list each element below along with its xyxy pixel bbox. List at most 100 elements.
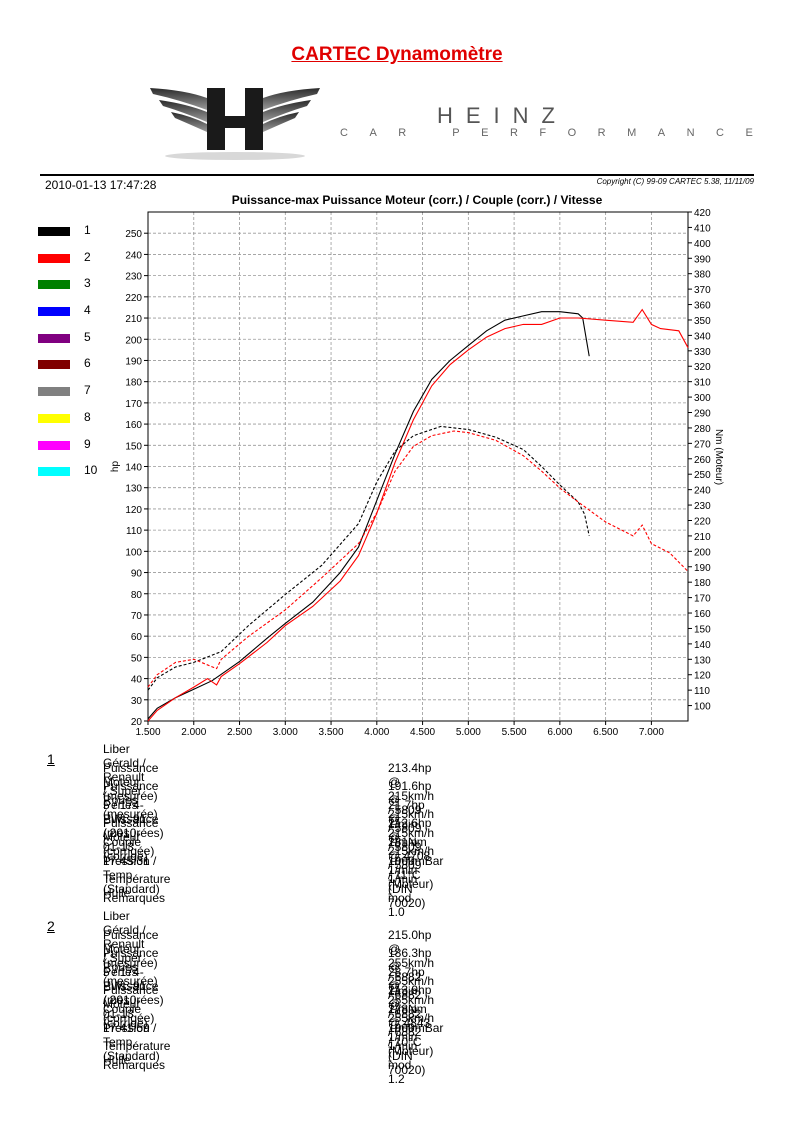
y2-tick-label: 160 <box>694 609 711 620</box>
y2-tick-label: 360 <box>694 301 711 312</box>
y-tick-label: 140 <box>125 463 142 474</box>
result-label: Puissance Roues (mesurée) <box>103 946 159 989</box>
legend-swatch <box>38 280 70 290</box>
x-tick-label: 6,500 <box>593 727 618 735</box>
legend-item: 5 <box>38 330 97 357</box>
copyright: Copyright (C) 99-09 CARTEC 5.38, 11/11/0… <box>596 177 754 186</box>
legend-item: 7 <box>38 383 97 410</box>
legend-label: 5 <box>84 329 91 344</box>
y2-tick-label: 230 <box>694 501 711 512</box>
y2-tick-label: 420 <box>694 208 711 219</box>
legend-item: 8 <box>38 410 97 437</box>
y-tick-label: 240 <box>125 250 142 261</box>
result-label: Remarques <box>103 890 166 905</box>
y2-tick-label: 180 <box>694 578 711 589</box>
y2-tick-label: 120 <box>694 671 711 682</box>
y2-tick-label: 250 <box>694 470 711 481</box>
legend-swatch <box>38 440 70 450</box>
y2-tick-label: 380 <box>694 270 711 281</box>
report-date: 2010-01-13 17:47:28 <box>45 178 157 192</box>
y-tick-label: 60 <box>131 632 143 643</box>
legend-item: 1 <box>38 223 97 250</box>
y2-tick-label: 400 <box>694 239 711 250</box>
legend-swatch <box>38 227 70 236</box>
y2-tick-label: 300 <box>694 393 711 404</box>
y-tick-label: 40 <box>131 675 143 686</box>
legend-label: 10 <box>84 463 98 478</box>
result-value: 281Nm @ 4708 1/min (Moteur) <box>388 835 434 891</box>
legend-label: 9 <box>84 436 91 451</box>
y-tick-label: 220 <box>125 293 142 304</box>
chart-title: Puissance-max Puissance Moteur (corr.) /… <box>231 193 603 207</box>
legend-swatch <box>38 333 70 343</box>
legend-swatch <box>38 387 70 397</box>
y-tick-label: 250 <box>125 229 142 240</box>
result-value: mod 1.0 <box>388 890 412 919</box>
y2-tick-label: 410 <box>694 223 711 234</box>
result-value: 1000mBar / 10°C (DIN 70020) <box>388 1020 444 1077</box>
result-value: 212.6hp @ 215km/h / 5809 1/min <box>388 816 435 887</box>
result-value: 278Nm @ 4843 1/min (Moteur) <box>388 1002 434 1058</box>
legend-swatch <box>38 413 70 423</box>
legend-label: 8 <box>84 409 91 424</box>
y-tick-label: 100 <box>125 547 142 558</box>
y-tick-label: 70 <box>131 611 143 622</box>
legend: 1 2 3 4 5 6 7 8 9 10 <box>38 223 97 490</box>
series-line <box>147 311 590 720</box>
y-tick-label: 50 <box>131 653 143 664</box>
legend-label: 6 <box>84 356 91 371</box>
y2-tick-label: 210 <box>694 532 711 543</box>
y2-tick-label: 140 <box>694 640 711 651</box>
heinz-logo-icon <box>150 88 320 160</box>
y2-tick-label: 170 <box>694 594 711 605</box>
x-tick-label: 2,000 <box>181 727 206 735</box>
y-tick-label: 150 <box>125 441 142 452</box>
result-value: 1000mBar / 11°C (DIN 70020) <box>388 853 444 910</box>
x-tick-label: 3,500 <box>319 727 344 735</box>
result-label: Couple (corrigé) <box>103 1002 148 1030</box>
y2-tick-label: 200 <box>694 547 711 558</box>
legend-label: 4 <box>84 303 91 318</box>
legend-item: 4 <box>38 303 97 330</box>
y-tick-label: 90 <box>131 569 143 580</box>
y-tick-label: 20 <box>131 717 143 728</box>
x-tick-label: 3,000 <box>273 727 298 735</box>
x-tick-label: 4,500 <box>410 727 435 735</box>
y-tick-label: 210 <box>125 314 142 325</box>
x-tick-label: 2,500 <box>227 727 252 735</box>
result-label: Pression / Temp. (Standard) <box>103 853 160 896</box>
result-label: Remarques <box>103 1057 166 1072</box>
result-label: Température Huile <box>103 1039 171 1068</box>
y2-tick-label: 190 <box>694 563 711 574</box>
result-label: Puissance Roues (mesurée) <box>103 779 159 822</box>
x-tick-label: 5,000 <box>456 727 481 735</box>
result-label: Puissance Moteur (mesurée) <box>103 760 159 803</box>
header-divider <box>40 174 754 176</box>
legend-item: 9 <box>38 437 97 464</box>
y-axis-label: hp <box>110 461 121 473</box>
legend-label: 7 <box>84 383 91 398</box>
result-value: mod 1.2 <box>388 1057 412 1086</box>
brand-name: HEINZ <box>437 103 568 128</box>
y-tick-label: 130 <box>125 484 142 495</box>
legend-label: 2 <box>84 249 91 264</box>
brand-subtitle: CAR PERFORMANCE <box>340 127 775 139</box>
y-tick-label: 190 <box>125 356 142 367</box>
y2-tick-label: 290 <box>694 409 711 420</box>
y2-tick-label: 350 <box>694 316 711 327</box>
legend-swatch <box>38 307 70 317</box>
result-label: Couple (corrigé) <box>103 835 148 863</box>
result-label: Température Huile <box>103 872 171 901</box>
y-tick-label: 170 <box>125 399 142 410</box>
y2-tick-label: 340 <box>694 331 711 342</box>
result-value: 191.6hp @ 215km/h / 5809 1/min <box>388 779 435 850</box>
y2-tick-label: 310 <box>694 378 711 389</box>
y2-axis-label: Nm (Moteur) <box>713 429 724 485</box>
legend-swatch <box>38 360 70 370</box>
y2-tick-label: 150 <box>694 624 711 635</box>
x-tick-label: 5,500 <box>502 727 527 735</box>
series-line <box>147 425 590 691</box>
y2-tick-label: 110 <box>694 686 710 697</box>
x-tick-label: 6,000 <box>547 727 572 735</box>
result-number: 2 <box>47 918 55 934</box>
